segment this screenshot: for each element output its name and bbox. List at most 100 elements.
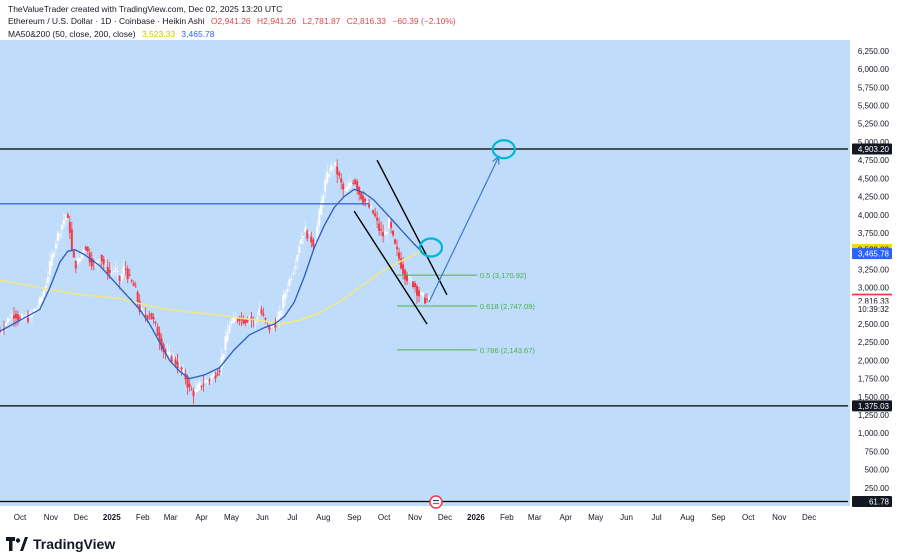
candle-body — [278, 311, 281, 320]
candle-body — [4, 323, 7, 326]
time-tick-label: Mar — [528, 513, 542, 522]
candle-body — [402, 264, 405, 274]
candle-body — [360, 192, 363, 200]
ma200-line — [0, 248, 425, 325]
time-axis[interactable]: Oct Nov Dec 2025 Feb Mar Apr May Jun Jul Aug Sep Oct… — [14, 513, 816, 522]
price-tick-label: 5,250.00 — [858, 120, 890, 129]
price-tick-label: 3,000.00 — [858, 284, 890, 293]
candle-body — [130, 280, 133, 282]
time-tick-label: Sep — [347, 513, 362, 522]
candle-body — [86, 246, 89, 252]
candle-body — [148, 314, 151, 316]
candle-body — [296, 255, 299, 262]
time-tick-label: Feb — [136, 513, 150, 522]
time-tick-label: Apr — [195, 513, 208, 522]
candle-body — [76, 257, 79, 265]
candle-body — [88, 252, 91, 263]
candle-body — [222, 353, 225, 359]
candle-body — [258, 309, 261, 316]
candle-body — [272, 324, 275, 327]
candle-body — [384, 231, 387, 236]
time-tick-label: Nov — [772, 513, 786, 522]
candle-body — [427, 296, 430, 300]
candle-body — [68, 222, 71, 233]
candle-body — [242, 318, 245, 324]
candle-body — [398, 252, 401, 259]
candle-body — [350, 183, 353, 186]
candle-body — [244, 319, 247, 324]
candle-body — [210, 376, 213, 379]
candle-body — [416, 286, 419, 296]
price-axis[interactable]: 6,250.00 6,000.00 5,750.00 5,500.00 5,250.00… — [852, 47, 892, 508]
ohlc-open: O2,941.26 — [210, 16, 251, 26]
candle-body — [304, 227, 307, 233]
candle-body — [138, 300, 141, 313]
candle-body — [376, 217, 379, 221]
time-tick-label: Aug — [316, 513, 330, 522]
candle-body — [36, 305, 39, 308]
candle-body — [146, 315, 149, 319]
candle-body — [116, 270, 119, 272]
indicator-line[interactable]: MA50&200 (50, close, 200, close) 3,523.3… — [8, 29, 215, 39]
price-badge — [852, 303, 892, 315]
time-tick-label: Sep — [711, 513, 726, 522]
symbol-line[interactable]: Ethereum / U.S. Dollar · 1D · Coinbase ·… — [8, 16, 456, 26]
candle-body — [98, 259, 101, 261]
price-badge-label: 4,903.20 — [858, 145, 890, 154]
candle-body — [10, 314, 13, 317]
candle-body — [48, 260, 51, 275]
candle-body — [352, 182, 355, 184]
candle-body — [260, 309, 263, 314]
candle-body — [180, 367, 183, 370]
highlight-circle — [418, 237, 444, 258]
candle-body — [206, 380, 209, 382]
candle-body — [418, 290, 421, 297]
candle-body — [388, 217, 391, 228]
tradingview-logo[interactable]: TradingView — [6, 536, 115, 552]
candle-body — [292, 272, 295, 275]
candle-body — [294, 266, 297, 269]
candle-body — [280, 310, 283, 317]
price-tick-label: 6,250.00 — [858, 47, 890, 56]
credit-line: TheValueTrader created with TradingView.… — [8, 4, 283, 14]
candle-body — [34, 308, 37, 311]
price-badge-label: 10:39:32 — [858, 305, 890, 314]
time-tick-label: Jul — [651, 513, 661, 522]
time-tick-label: 2025 — [103, 513, 121, 522]
candle-body — [425, 298, 428, 300]
candle-body — [188, 383, 191, 388]
candle-body — [324, 180, 327, 192]
candle-body — [378, 223, 381, 231]
plot-background — [0, 40, 850, 506]
candle-body — [342, 184, 345, 190]
candle-body — [300, 239, 303, 244]
candle-body — [194, 389, 197, 393]
tradingview-logo-icon — [6, 537, 28, 551]
candle-body — [290, 278, 293, 281]
footer: TradingView — [0, 527, 900, 559]
candle-body — [74, 260, 77, 269]
candle-body — [110, 271, 113, 273]
candle-body — [248, 317, 251, 319]
price-axis-background — [850, 40, 900, 527]
ma50-line — [0, 188, 425, 380]
candle-body — [274, 324, 277, 328]
fib-level-label: 0.618 (2,747.09) — [480, 302, 536, 311]
candle-body — [364, 198, 367, 202]
candle-body — [332, 167, 335, 169]
candle-body — [326, 172, 329, 183]
time-tick-label: May — [224, 513, 239, 522]
candle-body — [312, 239, 315, 247]
candle-body — [356, 181, 359, 191]
candle-body — [6, 317, 9, 323]
price-chart[interactable]: 0.5 (3,170.92) 0.618 (2,747.09) 0.786 (2,1… — [0, 0, 900, 527]
symbol-title: Ethereum / U.S. Dollar · 1D · Coinbase ·… — [8, 16, 205, 26]
candle-body — [286, 289, 289, 292]
candle-body — [422, 292, 425, 297]
ohlc-close: C2,816.33 — [346, 16, 387, 26]
candle-body — [182, 368, 185, 371]
price-badge — [852, 400, 892, 412]
candle-body — [160, 338, 163, 350]
fib-level-label: 0.5 (3,170.92) — [480, 271, 527, 280]
candle-body — [40, 296, 43, 303]
